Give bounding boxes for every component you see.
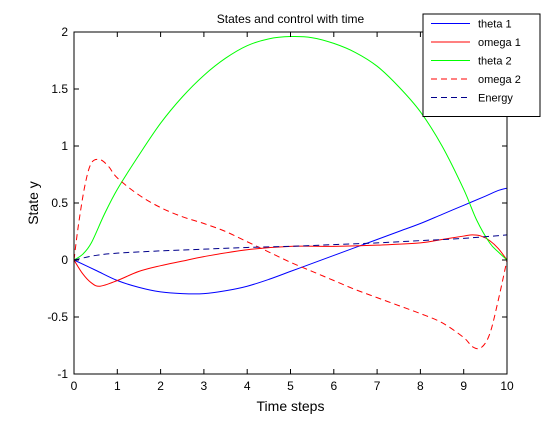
y-tick-label: 1 [61,139,68,153]
x-tick-label: 7 [374,379,381,393]
y-tick-label: 2 [61,25,68,39]
x-tick-label: 4 [244,379,251,393]
y-axis-title: State y [25,181,41,225]
legend-label: theta 2 [478,56,512,68]
series-line-omega-2 [73,158,508,350]
x-tick-label: 8 [417,379,424,393]
x-axis-title: Time steps [257,398,325,414]
series-line-energy [73,234,508,261]
axis-ticks: 0 1 2 3 4 5 6 7 8 9 10 -1 -0.5 0 0.5 1 1.5 2 [47,25,514,393]
x-tick-label: 1 [114,379,121,393]
chart-title: States and control with time [217,12,365,26]
legend: theta 1 omega 1 theta 2 omega 2 Energy [422,13,541,117]
x-tick-label: 3 [201,379,208,393]
y-tick-label: 0.5 [51,196,68,210]
x-tick-label: 9 [460,379,467,393]
y-tick-label: -1 [57,367,68,381]
y-tick-label: -0.5 [47,310,68,324]
x-tick-label: 0 [71,379,78,393]
x-tick-label: 6 [330,379,337,393]
legend-label: omega 2 [478,74,521,86]
legend-label: omega 1 [478,37,521,49]
legend-label: theta 1 [478,19,512,31]
x-tick-label: 10 [500,379,514,393]
x-tick-label: 5 [287,379,294,393]
legend-box [422,13,541,117]
legend-label: Energy [478,93,513,105]
x-tick-label: 2 [157,379,164,393]
series-line-omega-1 [73,234,508,287]
y-tick-label: 0 [61,253,68,267]
y-tick-label: 1.5 [51,82,68,96]
